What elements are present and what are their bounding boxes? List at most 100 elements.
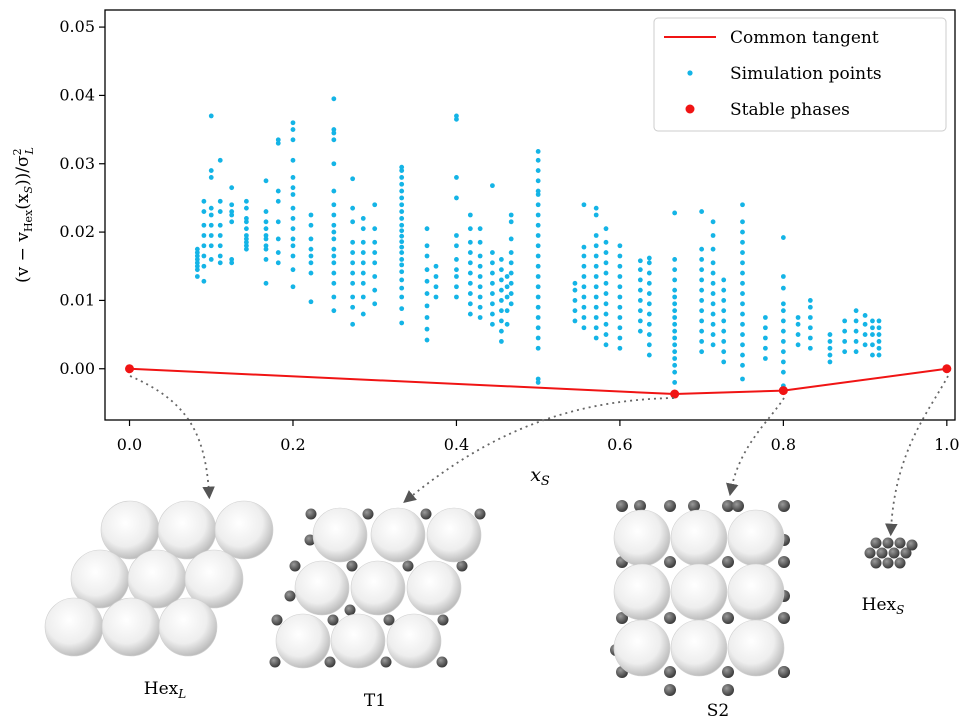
- simulation-point: [490, 311, 495, 317]
- large-particle: [670, 619, 728, 677]
- simulation-point: [331, 212, 337, 218]
- simulation-point: [490, 250, 495, 255]
- large-particle: [100, 500, 160, 560]
- simulation-point: [593, 304, 599, 310]
- large-particle: [101, 597, 161, 657]
- simulation-point: [581, 304, 587, 310]
- large-particle: [670, 509, 728, 567]
- simulation-point: [862, 332, 868, 337]
- simulation-point: [581, 253, 587, 259]
- simulation-point: [331, 130, 337, 136]
- simulation-point: [795, 342, 801, 348]
- simulation-point: [637, 308, 643, 314]
- simulation-point: [360, 250, 366, 255]
- large-particle: [727, 563, 785, 621]
- simulation-point: [827, 359, 833, 365]
- simulation-point: [208, 243, 214, 249]
- simulation-point: [201, 278, 207, 284]
- caption-hex-s: HexS: [862, 595, 905, 617]
- large-particle: [294, 560, 350, 616]
- simulation-point: [350, 260, 356, 266]
- arrow-t1: [403, 397, 675, 503]
- simulation-point: [331, 229, 337, 235]
- simulation-point: [433, 294, 439, 300]
- simulation-point: [740, 202, 745, 208]
- large-particle: [386, 613, 442, 669]
- simulation-point: [350, 294, 356, 300]
- simulation-point: [275, 140, 281, 146]
- small-particle: [864, 547, 876, 559]
- simulation-point: [467, 239, 473, 245]
- simulation-point: [372, 239, 378, 245]
- simulation-point: [780, 318, 786, 324]
- simulation-point: [454, 267, 459, 273]
- small-particle: [906, 539, 918, 551]
- simulation-point: [646, 352, 652, 358]
- stable-phase-point: [778, 386, 788, 396]
- simulation-point: [454, 233, 459, 238]
- simulation-point: [572, 287, 578, 293]
- structure-t1-image: [269, 507, 486, 669]
- simulation-point: [217, 253, 223, 259]
- simulation-point: [535, 345, 541, 351]
- simulation-point: [535, 253, 541, 259]
- simulation-point: [603, 270, 609, 276]
- simulation-point: [331, 246, 337, 252]
- legend-label-simulation-points: Simulation points: [730, 64, 882, 84]
- simulation-point: [399, 195, 405, 201]
- simulation-point: [853, 308, 859, 314]
- simulation-point: [672, 321, 678, 327]
- simulation-point: [424, 326, 430, 332]
- simulation-point: [593, 274, 599, 279]
- small-particle: [778, 666, 790, 678]
- simulation-point: [603, 239, 609, 245]
- structure-hex-s-image: [864, 537, 918, 569]
- simulation-point: [308, 212, 314, 218]
- simulation-point: [498, 328, 504, 334]
- simulation-point: [399, 257, 405, 262]
- small-particle: [688, 500, 700, 512]
- simulation-point: [201, 243, 207, 249]
- simulation-point: [331, 222, 337, 228]
- simulation-point: [617, 325, 623, 331]
- simulation-point: [275, 260, 281, 266]
- simulation-point: [194, 257, 200, 262]
- simulation-point: [490, 291, 495, 296]
- stable-phase-point: [125, 364, 135, 374]
- simulation-point: [424, 315, 430, 320]
- simulation-point: [454, 257, 459, 262]
- simulation-point: [637, 298, 643, 303]
- simulation-point: [699, 209, 705, 214]
- simulation-point: [672, 349, 678, 355]
- simulation-point: [637, 258, 643, 264]
- small-particle: [900, 547, 912, 559]
- small-particle: [870, 537, 882, 549]
- simulation-point: [490, 301, 495, 307]
- simulation-point: [290, 267, 296, 273]
- simulation-point: [399, 188, 405, 194]
- simulation-point: [504, 284, 510, 290]
- small-particle: [778, 500, 790, 512]
- small-particle: [383, 614, 395, 626]
- simulation-point: [290, 175, 296, 180]
- simulation-point: [740, 362, 745, 368]
- y-tick-label: 0.05: [59, 17, 95, 36]
- simulation-point: [263, 219, 269, 225]
- simulation-point: [603, 226, 609, 232]
- simulation-point: [721, 318, 727, 324]
- simulation-point: [672, 356, 678, 361]
- simulation-point: [581, 202, 587, 208]
- simulation-point: [807, 345, 813, 351]
- caption-s2: S2: [707, 701, 729, 721]
- simulation-point: [290, 236, 296, 242]
- simulation-point: [853, 339, 859, 344]
- small-particle: [616, 500, 628, 512]
- simulation-point: [208, 113, 214, 119]
- simulation-point: [399, 244, 405, 250]
- simulation-point: [672, 277, 678, 283]
- simulation-point: [699, 267, 705, 273]
- small-particle: [722, 684, 734, 696]
- simulation-point: [372, 260, 378, 266]
- small-particle: [324, 656, 336, 668]
- legend-box: [653, 17, 947, 132]
